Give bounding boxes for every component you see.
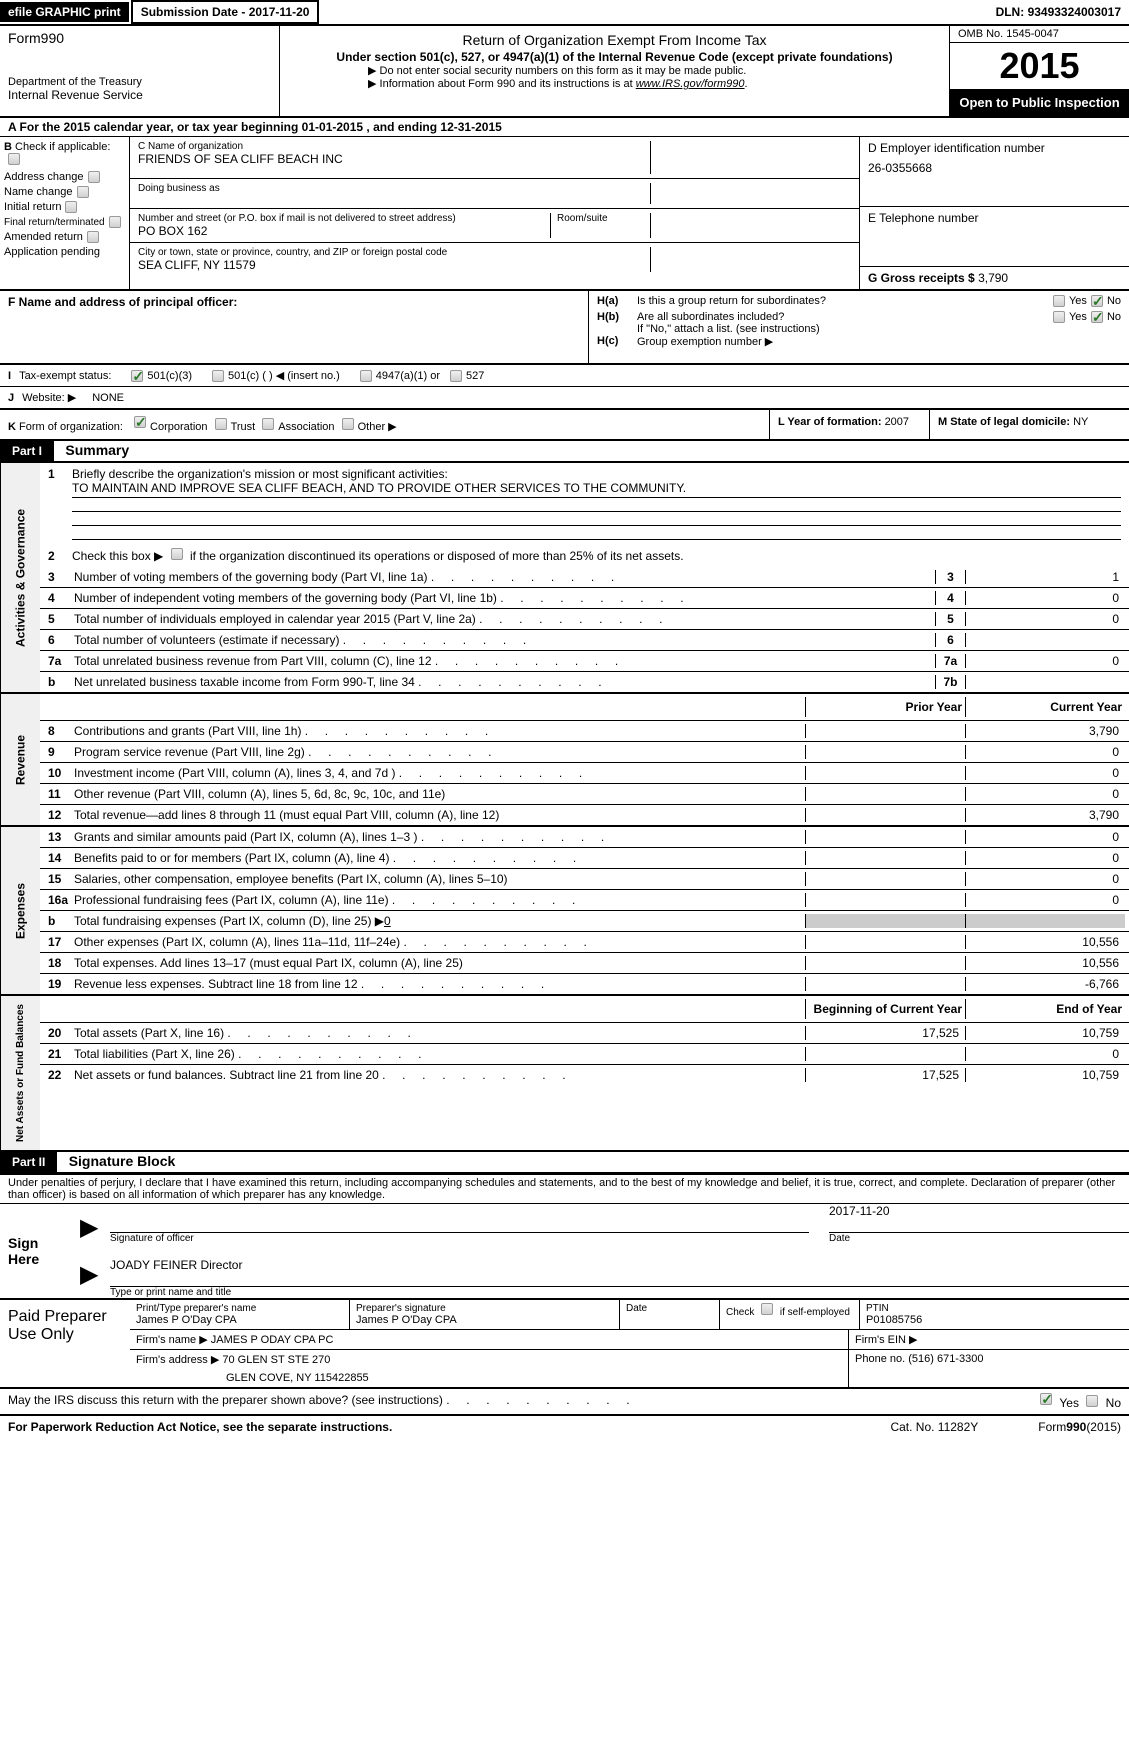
check-pending: Application pending bbox=[4, 246, 125, 258]
note-ssn: ▶ Do not enter social security numbers o… bbox=[368, 64, 941, 77]
section-j: J Website: ▶ NONE bbox=[0, 387, 1129, 410]
discuss-row: May the IRS discuss this return with the… bbox=[0, 1389, 1129, 1416]
section-b: B Check if applicable: Address change Na… bbox=[0, 137, 130, 289]
section-f-h: F Name and address of principal officer:… bbox=[0, 291, 1129, 364]
checkbox-icon[interactable] bbox=[8, 153, 20, 165]
arrow-icon: ▶ bbox=[80, 1213, 110, 1242]
checkbox-checked-icon[interactable] bbox=[1091, 295, 1103, 307]
mission-text: TO MAINTAIN AND IMPROVE SEA CLIFF BEACH,… bbox=[72, 481, 1121, 498]
org-info-grid: B Check if applicable: Address change Na… bbox=[0, 137, 1129, 291]
sign-here-section: Sign Here ▶▶ 2017-11-20 Signature of off… bbox=[0, 1204, 1129, 1300]
net-assets-section: Net Assets or Fund Balances Beginning of… bbox=[0, 996, 1129, 1152]
expenses-section: Expenses 13Grants and similar amounts pa… bbox=[0, 827, 1129, 996]
part-1-header: Part I Summary bbox=[0, 441, 1129, 463]
section-d: D Employer identification number 26-0355… bbox=[859, 137, 1129, 289]
penalty-statement: Under penalties of perjury, I declare th… bbox=[0, 1173, 1129, 1204]
addr: PO BOX 162 bbox=[138, 224, 550, 238]
gross-receipts: 3,790 bbox=[978, 271, 1008, 285]
top-bar: efile GRAPHIC print Submission Date - 20… bbox=[0, 0, 1129, 26]
org-name-label: C Name of organization bbox=[138, 141, 642, 152]
submission-date: Submission Date - 2017-11-20 bbox=[131, 0, 320, 24]
city-label: City or town, state or province, country… bbox=[138, 247, 650, 258]
dept-irs: Internal Revenue Service bbox=[8, 88, 271, 102]
city: SEA CLIFF, NY 11579 bbox=[138, 258, 650, 272]
section-c: C Name of organization FRIENDS OF SEA CL… bbox=[130, 137, 859, 289]
section-a: A For the 2015 calendar year, or tax yea… bbox=[0, 118, 1129, 137]
activities-governance: Activities & Governance 1Briefly describ… bbox=[0, 463, 1129, 694]
paid-preparer-section: Paid Preparer Use Only Print/Type prepar… bbox=[0, 1300, 1129, 1389]
open-inspection: Open to Public Inspection bbox=[950, 89, 1129, 116]
omb-number: OMB No. 1545-0047 bbox=[950, 26, 1129, 43]
dba-label: Doing business as bbox=[138, 183, 650, 194]
revenue-section: Revenue Prior YearCurrent Year 8Contribu… bbox=[0, 694, 1129, 827]
gross-receipts-label: G Gross receipts $ bbox=[868, 271, 978, 285]
arrow-icon: ▶ bbox=[80, 1260, 110, 1289]
form-number: Form990 bbox=[8, 30, 271, 46]
check-amended: Amended return bbox=[4, 231, 125, 243]
section-i: I Tax-exempt status: 501(c)(3) 501(c) ( … bbox=[0, 364, 1129, 387]
efile-label: efile GRAPHIC print bbox=[0, 2, 129, 22]
room-label: Room/suite bbox=[557, 213, 650, 224]
tax-year: 2015 bbox=[950, 43, 1129, 89]
addr-label: Number and street (or P.O. box if mail i… bbox=[138, 213, 550, 224]
check-name-change: Name change bbox=[4, 186, 125, 198]
check-final: Final return/terminated bbox=[4, 216, 125, 228]
section-f-label: F Name and address of principal officer: bbox=[8, 295, 237, 309]
ein: 26-0355668 bbox=[868, 161, 1121, 175]
phone-label: E Telephone number bbox=[868, 211, 1121, 225]
form-subtitle: Under section 501(c), 527, or 4947(a)(1)… bbox=[288, 50, 941, 64]
form-header: Form990 Department of the Treasury Inter… bbox=[0, 26, 1129, 118]
section-klm: K Form of organization: Corporation Trus… bbox=[0, 410, 1129, 441]
ein-label: D Employer identification number bbox=[868, 141, 1121, 155]
org-name: FRIENDS OF SEA CLIFF BEACH INC bbox=[138, 152, 642, 166]
check-address-change: Address change bbox=[4, 171, 125, 183]
note-info: ▶ Information about Form 990 and its ins… bbox=[368, 77, 941, 90]
page-footer: For Paperwork Reduction Act Notice, see … bbox=[0, 1416, 1129, 1438]
officer-name: JOADY FEINER Director bbox=[110, 1258, 1129, 1272]
check-initial: Initial return bbox=[4, 201, 125, 213]
dept-treasury: Department of the Treasury bbox=[8, 76, 271, 88]
part-2-header: Part II Signature Block bbox=[0, 1152, 1129, 1173]
dln: DLN: 93493324003017 bbox=[996, 5, 1129, 19]
form-title: Return of Organization Exempt From Incom… bbox=[288, 32, 941, 48]
irs-link[interactable]: www.IRS.gov/form990 bbox=[636, 78, 745, 90]
